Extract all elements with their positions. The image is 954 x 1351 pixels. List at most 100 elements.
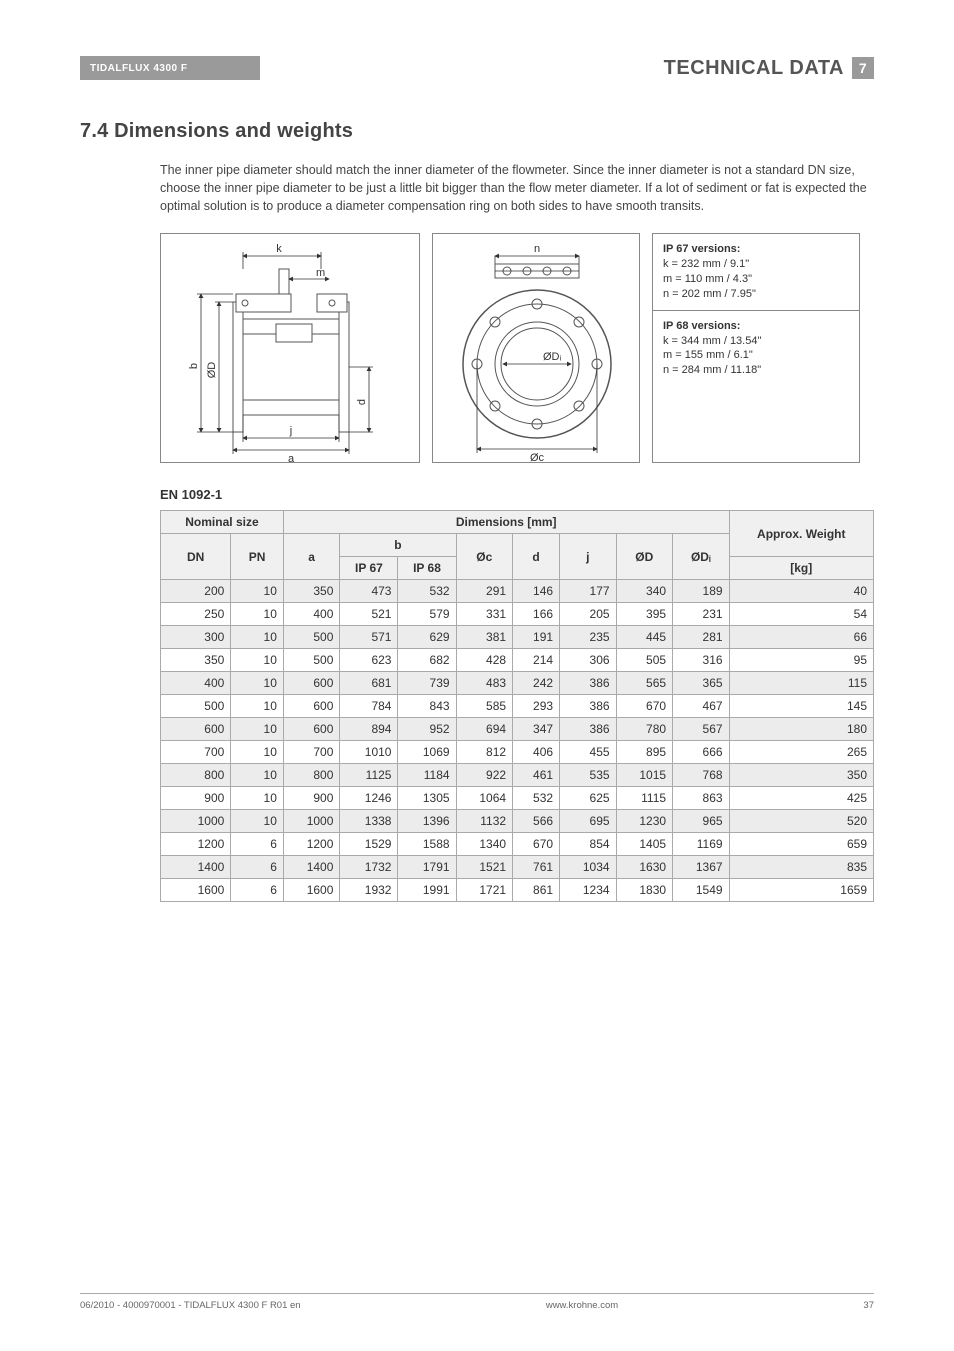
cell-PN: 10	[231, 580, 284, 603]
table-row: 1600616001932199117218611234183015491659	[161, 879, 874, 902]
table-row: 3501050062368242821430650531695	[161, 649, 874, 672]
footer-left: 06/2010 - 4000970001 - TIDALFLUX 4300 F …	[80, 1300, 301, 1311]
cell-DN: 1000	[161, 810, 231, 833]
cell-kg: 66	[729, 626, 873, 649]
cell-OD: 340	[616, 580, 673, 603]
cell-a: 500	[283, 626, 340, 649]
cell-d: 347	[513, 718, 560, 741]
cell-d: 861	[513, 879, 560, 902]
dim-j: j	[289, 425, 292, 437]
cell-DN: 250	[161, 603, 231, 626]
cell-kg: 425	[729, 787, 873, 810]
cell-Oc: 922	[456, 764, 513, 787]
cell-DN: 700	[161, 741, 231, 764]
dim-m: m	[316, 267, 325, 279]
th-b: b	[340, 534, 456, 557]
cell-Oc: 291	[456, 580, 513, 603]
ip67-m: m = 110 mm / 4.3"	[663, 272, 849, 287]
dimensions-table: Nominal size Dimensions [mm] Approx. Wei…	[160, 510, 874, 902]
cell-OD: 895	[616, 741, 673, 764]
cell-b67: 1529	[340, 833, 398, 856]
cell-j: 535	[560, 764, 617, 787]
cell-j: 177	[560, 580, 617, 603]
cell-ODi: 1367	[673, 856, 730, 879]
cell-b67: 1246	[340, 787, 398, 810]
cell-b68: 1791	[398, 856, 456, 879]
cell-Oc: 483	[456, 672, 513, 695]
cell-kg: 835	[729, 856, 873, 879]
dim-a: a	[288, 453, 295, 464]
cell-Oc: 1132	[456, 810, 513, 833]
cell-b67: 1732	[340, 856, 398, 879]
cell-j: 455	[560, 741, 617, 764]
cell-PN: 10	[231, 741, 284, 764]
cell-PN: 6	[231, 879, 284, 902]
cell-Oc: 1064	[456, 787, 513, 810]
cell-ODi: 467	[673, 695, 730, 718]
table-row: 2001035047353229114617734018940	[161, 580, 874, 603]
cell-a: 350	[283, 580, 340, 603]
dim-ODi: ØDᵢ	[543, 351, 562, 363]
th-Oc: Øc	[456, 534, 513, 580]
cell-Oc: 1721	[456, 879, 513, 902]
cell-DN: 400	[161, 672, 231, 695]
cell-a: 400	[283, 603, 340, 626]
section-number-badge: 7	[852, 57, 874, 79]
cell-b68: 1991	[398, 879, 456, 902]
th-a: a	[283, 534, 340, 580]
versions-box: IP 67 versions: k = 232 mm / 9.1" m = 11…	[652, 233, 860, 463]
cell-OD: 780	[616, 718, 673, 741]
cell-ODi: 567	[673, 718, 730, 741]
cell-OD: 505	[616, 649, 673, 672]
cell-j: 306	[560, 649, 617, 672]
table-row: 7001070010101069812406455895666265	[161, 741, 874, 764]
cell-b67: 571	[340, 626, 398, 649]
dim-d: d	[356, 399, 368, 405]
diagram-flange-view: n	[432, 233, 640, 463]
cell-a: 700	[283, 741, 340, 764]
dim-n: n	[534, 243, 540, 255]
th-nominal: Nominal size	[161, 511, 284, 534]
cell-b67: 623	[340, 649, 398, 672]
cell-b68: 1305	[398, 787, 456, 810]
cell-DN: 350	[161, 649, 231, 672]
cell-ODi: 189	[673, 580, 730, 603]
body-content: The inner pipe diameter should match the…	[80, 161, 874, 902]
dim-k: k	[276, 243, 282, 255]
cell-kg: 95	[729, 649, 873, 672]
ip68-n: n = 284 mm / 11.18"	[663, 363, 849, 378]
cell-b68: 739	[398, 672, 456, 695]
cell-PN: 10	[231, 672, 284, 695]
cell-j: 695	[560, 810, 617, 833]
cell-b67: 1932	[340, 879, 398, 902]
cell-Oc: 1521	[456, 856, 513, 879]
cell-j: 235	[560, 626, 617, 649]
cell-ODi: 965	[673, 810, 730, 833]
th-ip68: IP 68	[398, 557, 456, 580]
dim-OD: ØD	[206, 362, 218, 379]
th-j: j	[560, 534, 617, 580]
cell-d: 293	[513, 695, 560, 718]
cell-d: 214	[513, 649, 560, 672]
cell-j: 1034	[560, 856, 617, 879]
cell-PN: 10	[231, 787, 284, 810]
cell-d: 566	[513, 810, 560, 833]
cell-d: 670	[513, 833, 560, 856]
cell-PN: 10	[231, 764, 284, 787]
cell-b68: 843	[398, 695, 456, 718]
cell-kg: 54	[729, 603, 873, 626]
cell-PN: 10	[231, 810, 284, 833]
cell-b68: 682	[398, 649, 456, 672]
cell-DN: 1400	[161, 856, 231, 879]
cell-PN: 10	[231, 649, 284, 672]
ip67-title: IP 67 versions:	[663, 242, 849, 257]
cell-a: 600	[283, 672, 340, 695]
cell-kg: 520	[729, 810, 873, 833]
cell-b67: 894	[340, 718, 398, 741]
cell-d: 406	[513, 741, 560, 764]
cell-d: 191	[513, 626, 560, 649]
cell-d: 146	[513, 580, 560, 603]
cell-OD: 1230	[616, 810, 673, 833]
cell-b67: 681	[340, 672, 398, 695]
cell-b68: 629	[398, 626, 456, 649]
